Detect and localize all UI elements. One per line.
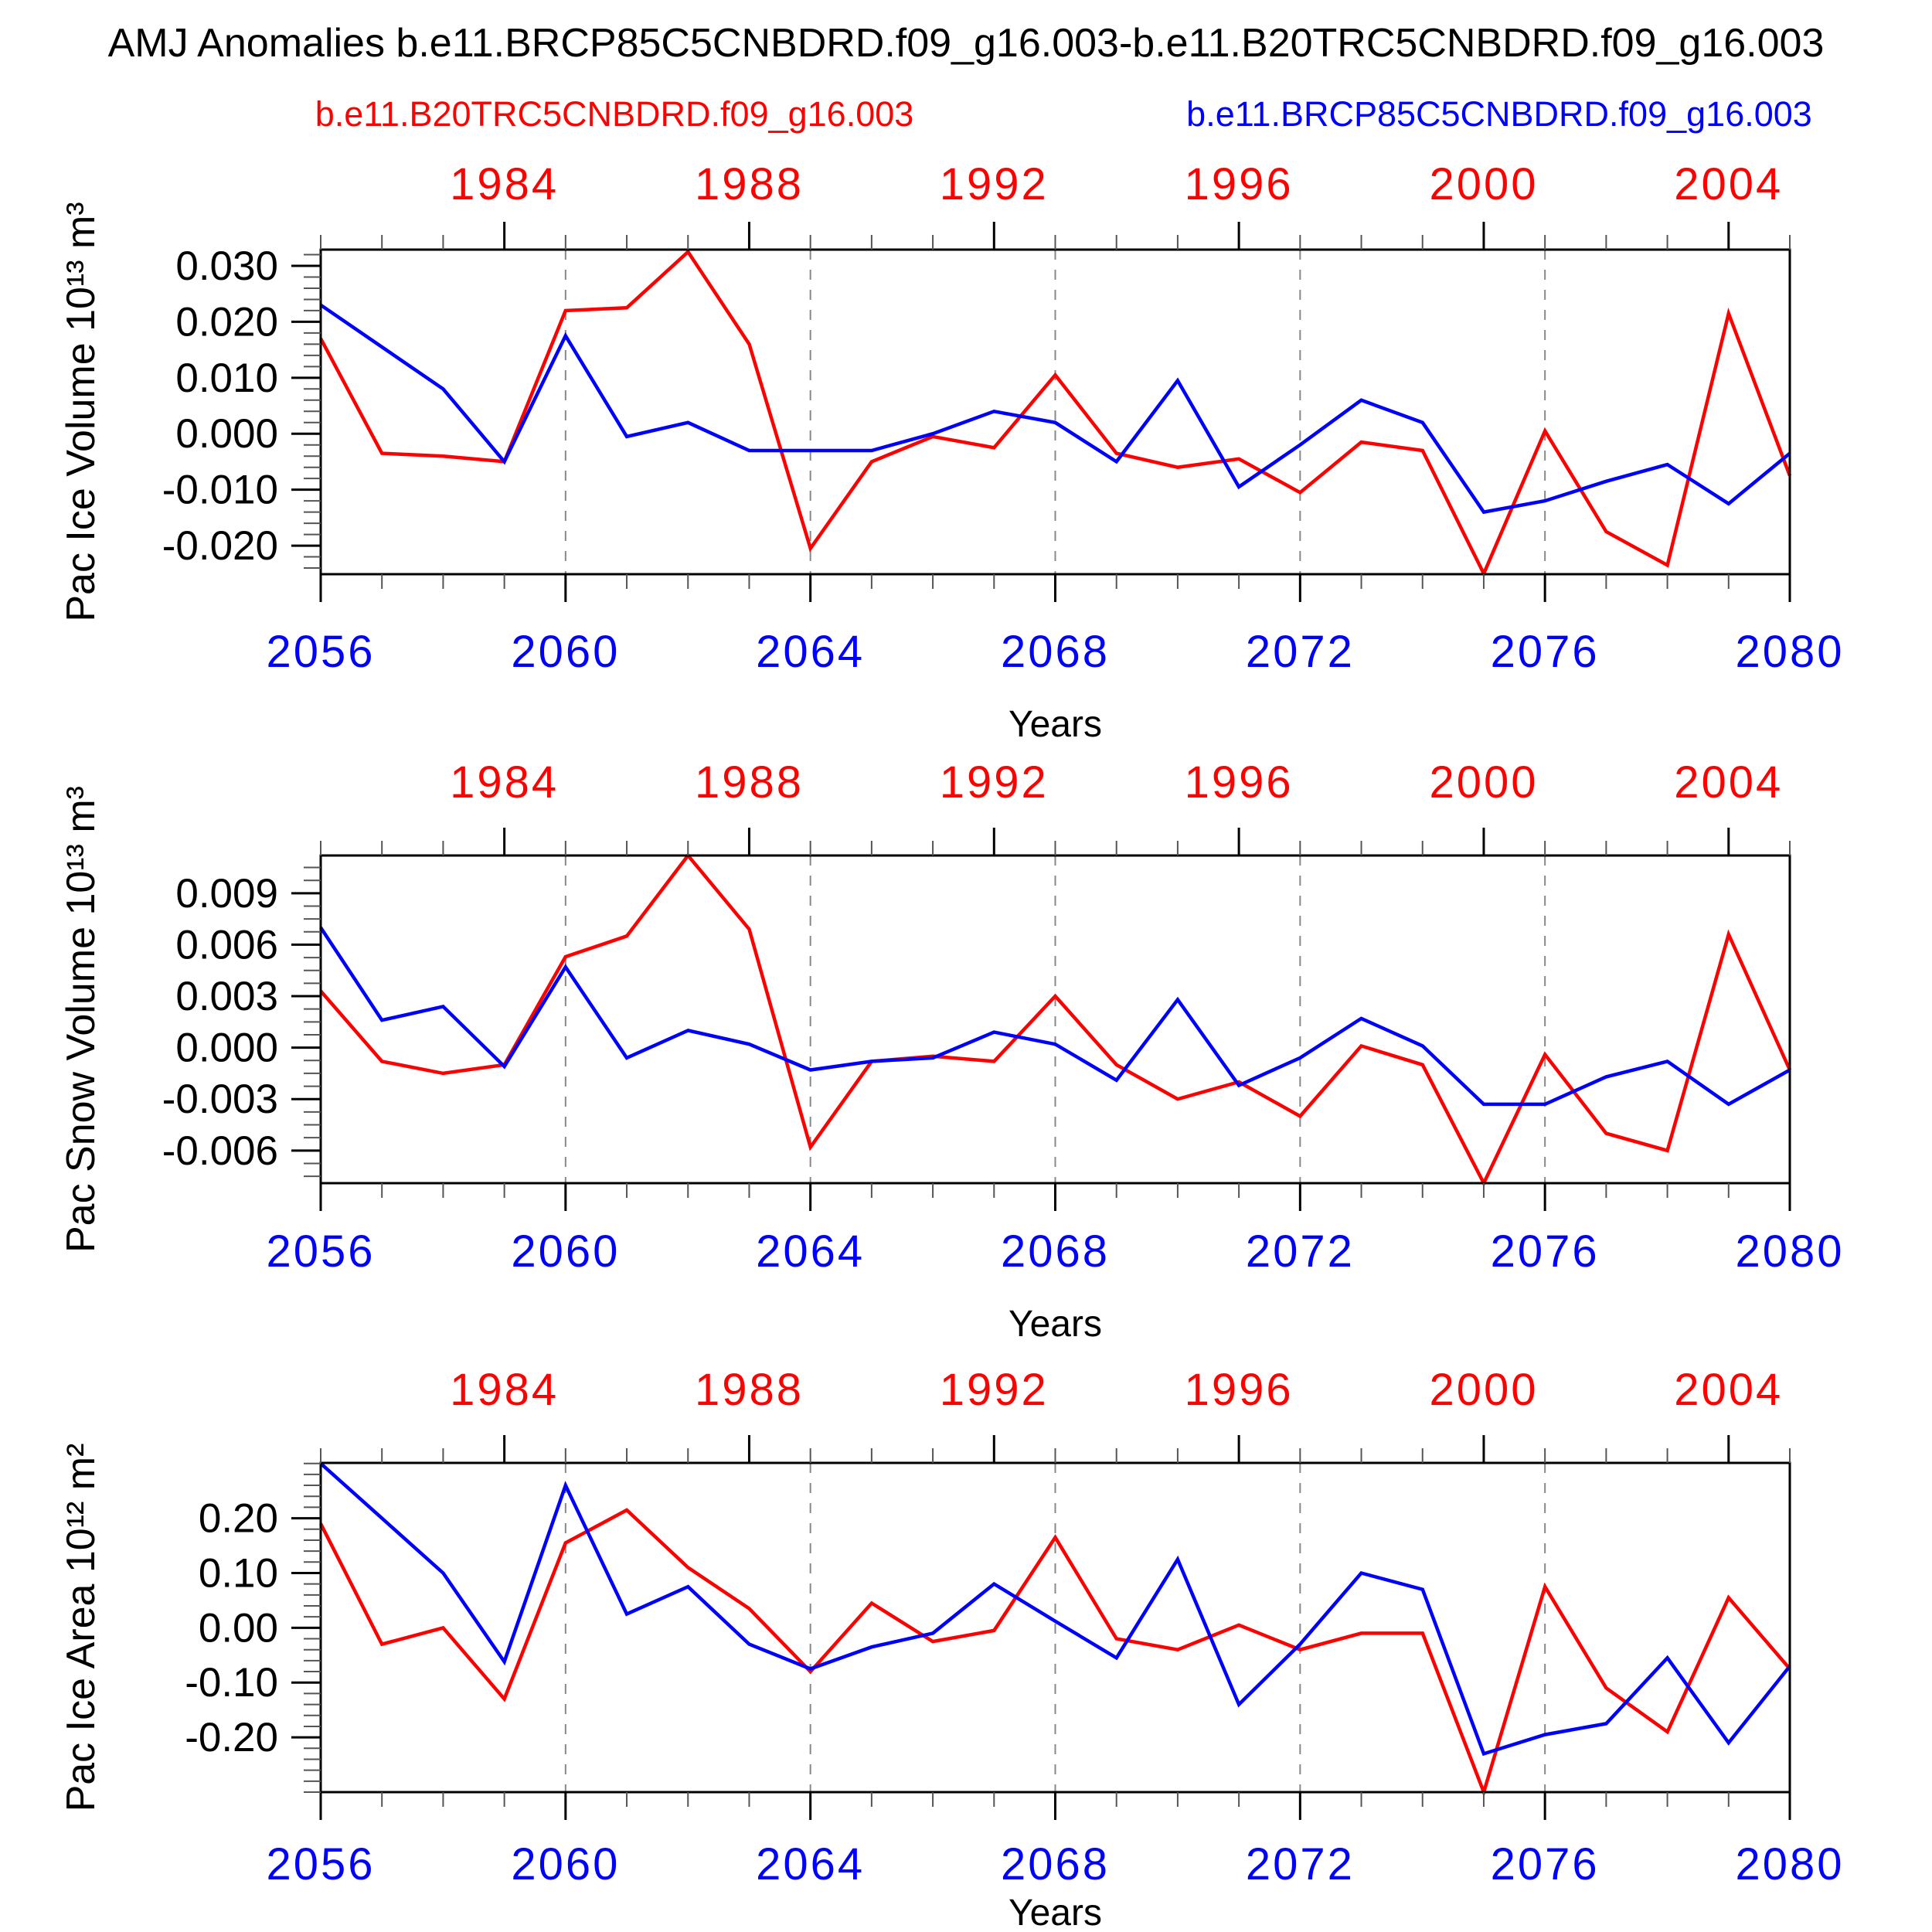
bottom-axis-year-label: 2080 <box>1735 1226 1844 1277</box>
y-tick-label: 0.010 <box>175 355 278 401</box>
top-axis-year-label: 2004 <box>1674 1365 1783 1415</box>
y-tick-label: 0.10 <box>199 1550 278 1596</box>
bottom-axis-year-label: 2056 <box>266 1226 375 1277</box>
top-axis-year-label: 2000 <box>1429 159 1538 209</box>
legend-label-blue: b.e11.BRCP85C5CNBDRD.f09_g16.003 <box>1186 94 1812 134</box>
top-axis-year-label: 2004 <box>1674 159 1783 209</box>
y-tick-label: -0.10 <box>185 1660 278 1706</box>
bottom-axis-year-label: 2056 <box>266 1839 375 1889</box>
y-axis-title-ice-volume: Pac Ice Volume 10¹³ m³ <box>59 202 104 622</box>
top-axis-year-label: 2000 <box>1429 1365 1538 1415</box>
top-axis-year-label: 2000 <box>1429 757 1538 808</box>
bottom-axis-year-label: 2068 <box>1001 1226 1110 1277</box>
top-axis-year-label: 1984 <box>450 159 559 209</box>
top-axis-year-label: 1996 <box>1185 159 1294 209</box>
y-tick-label: -0.003 <box>162 1077 278 1122</box>
x-axis-title-3: Years <box>1009 1893 1102 1932</box>
y-tick-label: -0.020 <box>162 523 278 569</box>
top-axis-year-label: 1996 <box>1185 1365 1294 1415</box>
top-axis-year-label: 1984 <box>450 1365 559 1415</box>
top-axis-year-label: 1992 <box>940 1365 1049 1415</box>
bottom-axis-year-label: 2072 <box>1246 627 1355 677</box>
bottom-axis-year-label: 2072 <box>1246 1226 1355 1277</box>
y-tick-label: 0.020 <box>175 299 278 345</box>
y-tick-label: 0.030 <box>175 243 278 289</box>
top-axis-year-label: 1988 <box>695 757 804 808</box>
bottom-axis-year-label: 2076 <box>1491 1226 1600 1277</box>
y-tick-label: 0.20 <box>199 1496 278 1542</box>
top-axis-year-label: 2004 <box>1674 757 1783 808</box>
x-axis-title-1: Years <box>1009 704 1102 745</box>
bottom-axis-year-label: 2068 <box>1001 1839 1110 1889</box>
top-axis-year-label: 1984 <box>450 757 559 808</box>
bottom-axis-year-label: 2076 <box>1491 1839 1600 1889</box>
bottom-axis-year-label: 2056 <box>266 627 375 677</box>
y-tick-label: -0.20 <box>185 1715 278 1760</box>
bottom-axis-year-label: 2072 <box>1246 1839 1355 1889</box>
bottom-axis-year-label: 2060 <box>511 1226 620 1277</box>
bottom-axis-year-label: 2060 <box>511 1839 620 1889</box>
y-tick-label: -0.006 <box>162 1128 278 1174</box>
red-series-line-chart1 <box>319 249 1792 578</box>
top-axis-year-label: 1996 <box>1185 757 1294 808</box>
bottom-axis-year-label: 2064 <box>756 627 865 677</box>
legend-label-red: b.e11.B20TRC5CNBDRD.f09_g16.003 <box>315 94 914 134</box>
red-series-line-chart3 <box>318 1508 1791 1798</box>
top-axis-year-label: 1988 <box>695 159 804 209</box>
bottom-axis-year-label: 2080 <box>1735 627 1844 677</box>
top-axis-year-label: 1992 <box>940 757 1049 808</box>
y-tick-label: 0.006 <box>175 922 278 968</box>
top-axis-year-label: 1992 <box>940 159 1049 209</box>
bottom-axis-year-label: 2076 <box>1491 627 1600 677</box>
y-tick-label: -0.010 <box>162 468 278 513</box>
y-axis-title-ice-area: Pac Ice Area 10¹² m² <box>59 1443 104 1812</box>
bottom-axis-year-label: 2068 <box>1001 627 1110 677</box>
figure-title: AMJ Anomalies b.e11.BRCP85C5CNBDRD.f09_g… <box>107 21 1825 66</box>
y-tick-label: 0.003 <box>175 974 278 1019</box>
blue-series-line-chart1 <box>319 303 1791 515</box>
y-tick-label: 0.00 <box>199 1605 278 1651</box>
bottom-axis-year-label: 2064 <box>756 1839 865 1889</box>
top-axis-year-label: 1988 <box>695 1365 804 1415</box>
bottom-axis-year-label: 2080 <box>1735 1839 1844 1889</box>
x-axis-title-2: Years <box>1009 1304 1102 1345</box>
blue-series-line-chart3 <box>319 1462 1791 1757</box>
y-tick-label: 0.009 <box>175 871 278 917</box>
bottom-axis-year-label: 2064 <box>756 1226 865 1277</box>
blue-series-line-chart2 <box>319 926 1791 1107</box>
bottom-axis-year-label: 2060 <box>511 627 620 677</box>
red-series-line-chart2 <box>319 852 1792 1188</box>
y-tick-label: 0.000 <box>175 1026 278 1071</box>
y-tick-label: 0.000 <box>175 411 278 457</box>
y-axis-title-snow-volume: Pac Snow Volume 10¹³ m³ <box>59 785 104 1253</box>
